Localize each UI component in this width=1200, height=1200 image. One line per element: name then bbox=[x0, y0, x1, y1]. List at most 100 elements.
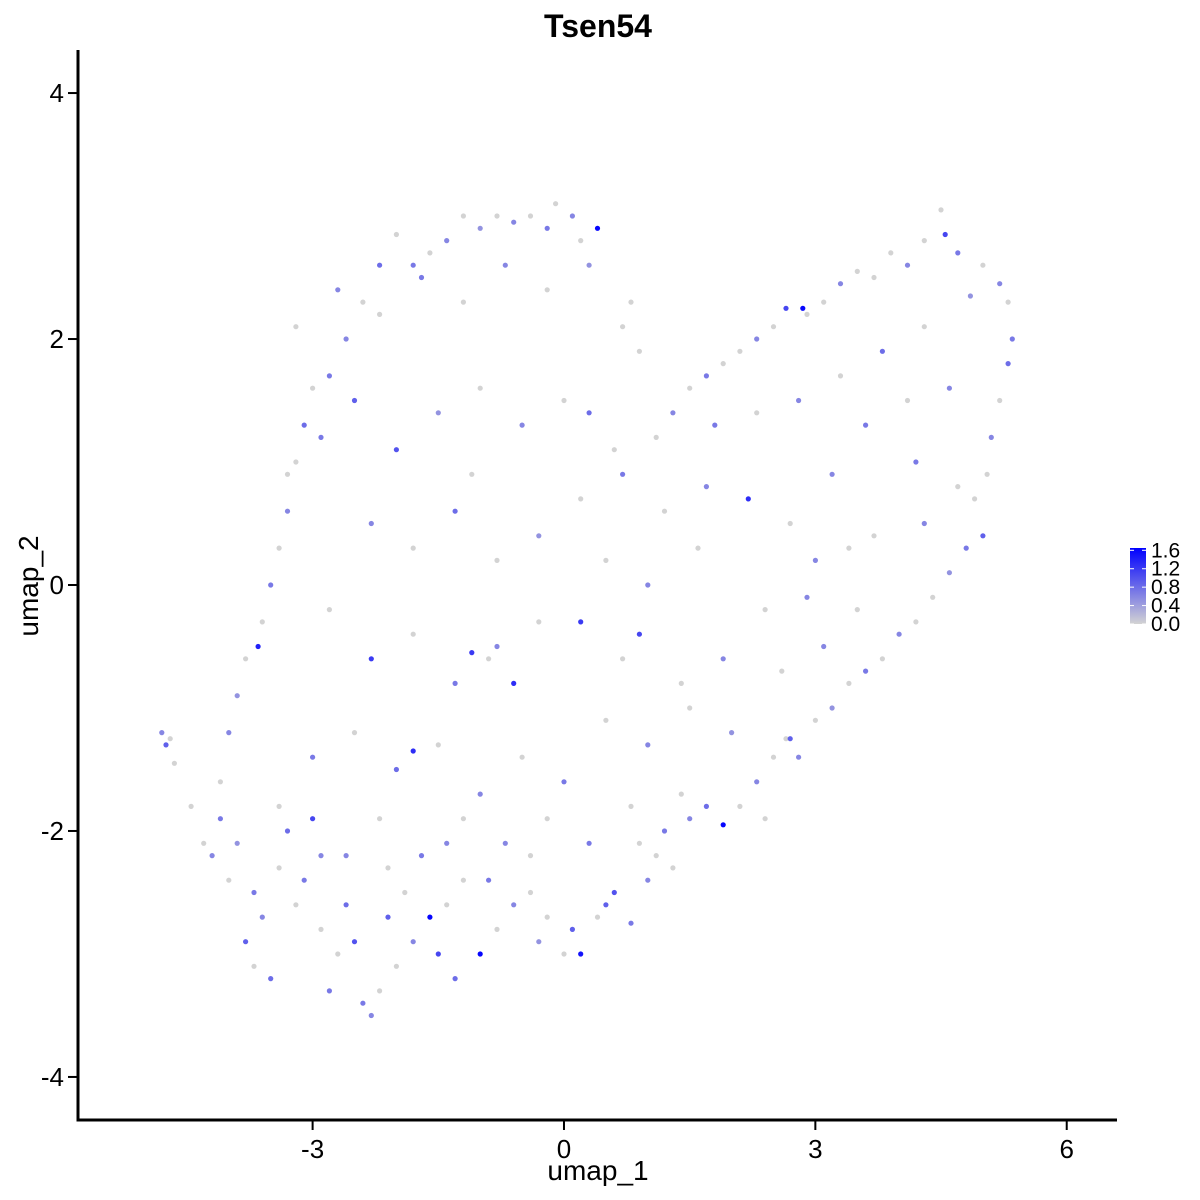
data-point bbox=[452, 508, 458, 514]
data-point bbox=[846, 545, 852, 551]
data-point bbox=[226, 730, 232, 736]
data-point bbox=[628, 920, 634, 926]
data-point bbox=[569, 213, 576, 219]
data-point bbox=[343, 853, 349, 859]
data-point bbox=[377, 988, 383, 994]
data-point bbox=[343, 336, 349, 342]
data-point bbox=[385, 914, 391, 920]
data-point bbox=[435, 951, 441, 957]
data-point bbox=[804, 594, 810, 600]
data-point bbox=[695, 545, 701, 551]
data-point bbox=[360, 1000, 366, 1006]
data-point bbox=[259, 619, 265, 625]
data-point bbox=[879, 656, 886, 662]
data-point bbox=[913, 459, 919, 465]
data-point bbox=[661, 508, 668, 514]
chart-title: Tsen54 bbox=[544, 8, 652, 44]
data-point bbox=[754, 410, 760, 416]
data-point bbox=[611, 447, 617, 453]
data-point bbox=[301, 877, 307, 883]
data-point bbox=[955, 484, 961, 490]
data-point bbox=[310, 385, 316, 391]
legend-tick-label: 1.6 bbox=[1151, 539, 1180, 562]
data-point bbox=[783, 305, 789, 311]
y-tick-label: 0 bbox=[50, 570, 64, 600]
data-point bbox=[335, 287, 341, 293]
data-point bbox=[754, 336, 760, 342]
data-point bbox=[636, 348, 643, 354]
data-point bbox=[217, 816, 223, 822]
data-point bbox=[904, 397, 911, 404]
data-point bbox=[854, 268, 860, 274]
data-point bbox=[980, 533, 986, 539]
data-point bbox=[393, 963, 399, 969]
data-point bbox=[217, 779, 223, 785]
color-legend-bar bbox=[1130, 548, 1146, 624]
data-point bbox=[527, 889, 534, 896]
data-point bbox=[444, 840, 450, 846]
data-point bbox=[578, 496, 584, 502]
data-point bbox=[997, 397, 1003, 404]
data-point bbox=[435, 410, 441, 416]
data-point bbox=[896, 631, 902, 637]
data-point bbox=[377, 816, 383, 822]
y-axis-label: umap_2 bbox=[13, 535, 44, 636]
data-point bbox=[913, 619, 919, 625]
data-point bbox=[251, 889, 257, 896]
data-point bbox=[351, 397, 358, 404]
data-point bbox=[829, 471, 835, 477]
y-axis-ticks: -4 -2 0 2 4 bbox=[41, 78, 78, 1092]
data-point bbox=[687, 705, 693, 711]
data-point bbox=[586, 840, 592, 846]
data-point bbox=[460, 816, 466, 822]
data-point bbox=[276, 865, 282, 871]
data-point bbox=[536, 619, 542, 625]
data-point bbox=[486, 877, 492, 883]
data-point bbox=[368, 520, 374, 527]
y-tick-label: 4 bbox=[50, 78, 64, 108]
data-point bbox=[544, 816, 550, 822]
data-point bbox=[477, 225, 483, 231]
data-point bbox=[452, 976, 458, 982]
data-point bbox=[460, 213, 466, 219]
data-point bbox=[787, 520, 793, 527]
data-point bbox=[410, 545, 416, 551]
data-point bbox=[720, 822, 726, 828]
data-point bbox=[494, 926, 500, 933]
data-point bbox=[628, 803, 634, 810]
data-point bbox=[486, 656, 492, 662]
data-point bbox=[745, 496, 751, 502]
data-point bbox=[159, 730, 165, 736]
data-point bbox=[837, 281, 844, 287]
data-point bbox=[284, 508, 291, 514]
data-point bbox=[251, 963, 257, 969]
data-point bbox=[578, 619, 584, 625]
data-point bbox=[259, 914, 265, 920]
data-point bbox=[494, 643, 500, 650]
data-point bbox=[393, 231, 399, 238]
data-point bbox=[326, 988, 332, 994]
data-point bbox=[829, 705, 835, 711]
data-point bbox=[687, 816, 693, 822]
data-point bbox=[703, 803, 710, 810]
data-point bbox=[368, 656, 374, 662]
data-point bbox=[670, 865, 676, 871]
data-point bbox=[427, 250, 433, 256]
data-point bbox=[418, 274, 425, 281]
data-point bbox=[393, 766, 399, 773]
data-point bbox=[163, 742, 169, 748]
data-point bbox=[301, 422, 307, 428]
data-point bbox=[536, 533, 542, 539]
data-point bbox=[720, 361, 726, 367]
data-point bbox=[410, 631, 416, 637]
data-point bbox=[863, 668, 869, 674]
data-point bbox=[561, 397, 567, 404]
data-point bbox=[653, 853, 659, 859]
legend-tick-label: 0.0 bbox=[1151, 613, 1180, 636]
data-point bbox=[603, 717, 609, 723]
data-point bbox=[628, 299, 634, 305]
data-point bbox=[544, 914, 550, 920]
x-tick-label: 3 bbox=[808, 1134, 822, 1164]
data-point bbox=[167, 736, 173, 742]
